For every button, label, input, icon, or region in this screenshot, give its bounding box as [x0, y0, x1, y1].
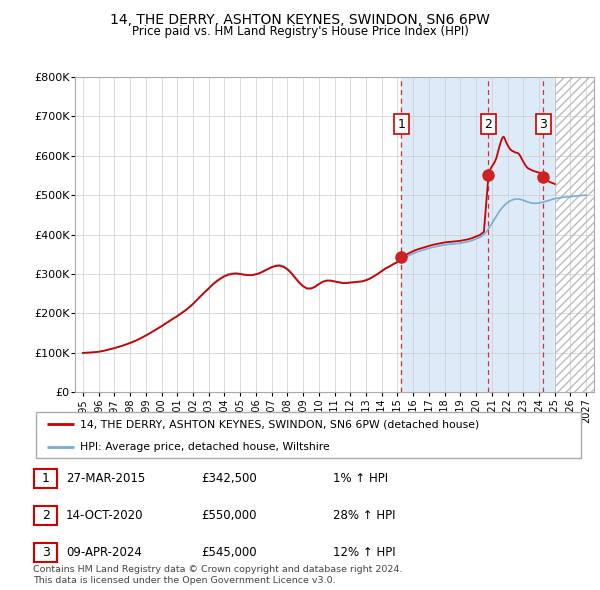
- Text: £545,000: £545,000: [201, 546, 257, 559]
- Text: 12% ↑ HPI: 12% ↑ HPI: [333, 546, 395, 559]
- Text: 1: 1: [41, 471, 50, 485]
- Text: 3: 3: [41, 546, 50, 559]
- Text: 1: 1: [397, 117, 405, 130]
- Text: 14, THE DERRY, ASHTON KEYNES, SWINDON, SN6 6PW (detached house): 14, THE DERRY, ASHTON KEYNES, SWINDON, S…: [80, 419, 479, 429]
- Text: 09-APR-2024: 09-APR-2024: [66, 546, 142, 559]
- Bar: [554, 77, 594, 392]
- Text: 28% ↑ HPI: 28% ↑ HPI: [333, 509, 395, 522]
- FancyBboxPatch shape: [36, 412, 581, 458]
- Text: 2: 2: [485, 117, 493, 130]
- Text: £342,500: £342,500: [201, 471, 257, 485]
- FancyBboxPatch shape: [34, 543, 57, 562]
- FancyBboxPatch shape: [34, 468, 57, 488]
- Text: Contains HM Land Registry data © Crown copyright and database right 2024.
This d: Contains HM Land Registry data © Crown c…: [33, 565, 403, 585]
- FancyBboxPatch shape: [34, 506, 57, 525]
- Text: 14, THE DERRY, ASHTON KEYNES, SWINDON, SN6 6PW: 14, THE DERRY, ASHTON KEYNES, SWINDON, S…: [110, 13, 490, 27]
- Text: Price paid vs. HM Land Registry's House Price Index (HPI): Price paid vs. HM Land Registry's House …: [131, 25, 469, 38]
- Text: 3: 3: [539, 117, 547, 130]
- Text: 27-MAR-2015: 27-MAR-2015: [66, 471, 145, 485]
- Text: HPI: Average price, detached house, Wiltshire: HPI: Average price, detached house, Wilt…: [80, 442, 329, 452]
- Text: 14-OCT-2020: 14-OCT-2020: [66, 509, 143, 522]
- Text: 1% ↑ HPI: 1% ↑ HPI: [333, 471, 388, 485]
- Bar: [401, 77, 554, 392]
- Text: £550,000: £550,000: [201, 509, 257, 522]
- Text: 2: 2: [41, 509, 50, 522]
- Bar: [554, 77, 594, 392]
